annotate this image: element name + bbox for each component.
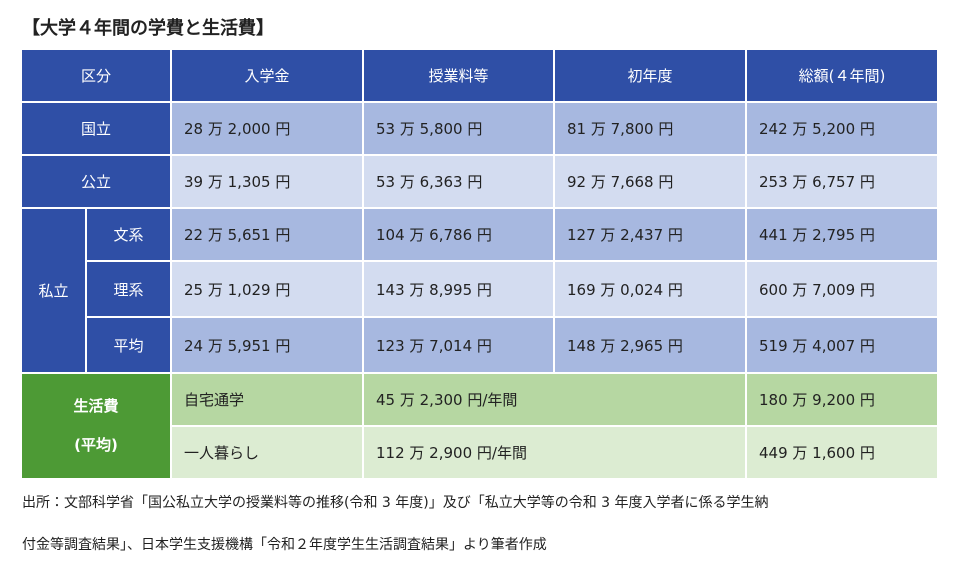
cell: 53 万 6,363 円	[362, 154, 556, 209]
row: 私立 文系 22 万 5,651 円 104 万 6,786 円 127 万 2…	[20, 207, 940, 374]
cell: 123 万 7,014 円	[362, 316, 556, 374]
row-label: 国立	[19, 101, 173, 156]
row: 一人暮らし 112 万 2,900 円/年間 449 万 1,600 円	[21, 425, 940, 480]
cell: 127 万 2,437 円	[553, 207, 748, 262]
header-cell: 総額(４年間)	[745, 48, 940, 103]
cell: 143 万 8,995 円	[362, 260, 556, 318]
title: 【大学４年間の学費と生活費】	[22, 18, 274, 39]
cell: 449 万 1,600 円	[745, 425, 940, 480]
cell: 242 万 5,200 円	[745, 101, 940, 156]
source-line: 出所：文部科学省「国公私立大学の授業料等の推移(令和 3 年度)」及び「私立大学…	[22, 495, 769, 511]
group-label: 私立	[20, 207, 87, 374]
row: 国立 28 万 2,000 円 53 万 5,800 円 81 万 7,800 …	[19, 101, 940, 156]
row: 生活費 (平均) 自宅通学 45 万 2,300 円/年間 180 万 9,200…	[19, 372, 940, 480]
group-label: 生活費 (平均)	[19, 372, 173, 480]
row-label: 平均	[84, 316, 173, 374]
cell: 441 万 2,795 円	[745, 207, 940, 262]
row-label: 公立	[19, 154, 173, 209]
cell: 519 万 4,007 円	[745, 316, 940, 374]
cell: 112 万 2,900 円/年間	[362, 425, 748, 480]
row: 平均 24 万 5,951 円 123 万 7,014 円 148 万 2,96…	[21, 316, 940, 374]
cell: 24 万 5,951 円	[170, 316, 365, 374]
cell: 22 万 5,651 円	[170, 207, 365, 262]
source-line: 付金等調査結果」、日本学生支援機構「令和２年度学生生活調査結果」より筆者作成	[22, 537, 547, 553]
row: 公立 39 万 1,305 円 53 万 6,363 円 92 万 7,668 …	[19, 154, 940, 209]
cost-table: 区分 入学金 授業料等 初年度 総額(４年間) 国立 28 万 2,000 円 …	[19, 48, 940, 480]
cell: 一人暮らし	[170, 425, 365, 480]
cell: 自宅通学	[170, 372, 365, 427]
header-cell: 区分	[19, 48, 173, 103]
header-row: 区分 入学金 授業料等 初年度 総額(４年間)	[19, 48, 940, 103]
cell: 25 万 1,029 円	[170, 260, 365, 318]
cell: 253 万 6,757 円	[745, 154, 940, 209]
cell: 81 万 7,800 円	[553, 101, 748, 156]
cell: 39 万 1,305 円	[170, 154, 365, 209]
header-cell: 入学金	[170, 48, 365, 103]
living-label: 生活費	[73, 397, 119, 415]
living-sublabel: (平均)	[74, 436, 118, 454]
cell: 600 万 7,009 円	[745, 260, 940, 318]
cell: 104 万 6,786 円	[362, 207, 556, 262]
header-cell: 授業料等	[362, 48, 556, 103]
row: 理系 25 万 1,029 円 143 万 8,995 円 169 万 0,02…	[21, 260, 940, 318]
cell: 28 万 2,000 円	[170, 101, 365, 156]
cell: 169 万 0,024 円	[553, 260, 748, 318]
cell: 148 万 2,965 円	[553, 316, 748, 374]
cell: 45 万 2,300 円/年間	[362, 372, 748, 427]
row-label: 文系	[84, 207, 173, 262]
cell: 180 万 9,200 円	[745, 372, 940, 427]
cell: 53 万 5,800 円	[362, 101, 556, 156]
row-label: 理系	[84, 260, 173, 318]
header-cell: 初年度	[553, 48, 748, 103]
cell: 92 万 7,668 円	[553, 154, 748, 209]
